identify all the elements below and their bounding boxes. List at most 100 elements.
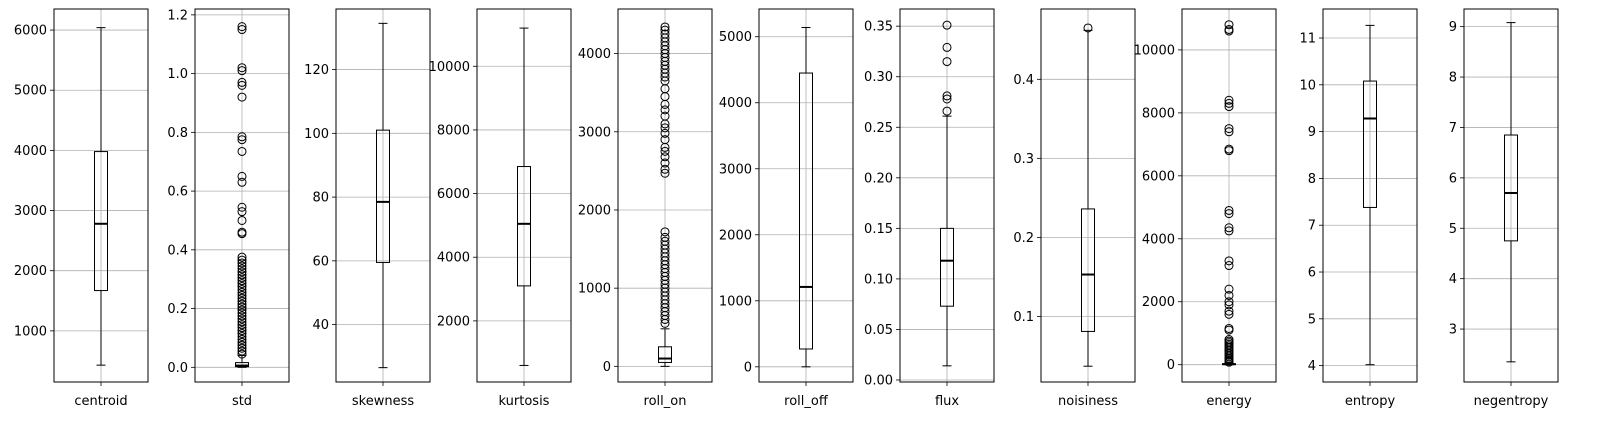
outlier-point (237, 255, 247, 265)
outlier-point (237, 346, 247, 356)
outlier-point (237, 337, 247, 347)
outlier-point (237, 326, 247, 336)
y-tick-label: 2000 (14, 264, 47, 279)
outlier-point (1224, 124, 1234, 134)
y-tick-label: 9 (1308, 125, 1316, 140)
y-tick-label: 5 (1308, 312, 1316, 327)
iqr-box (658, 346, 672, 363)
y-tick-label: 3000 (578, 125, 611, 140)
outlier-point (1224, 127, 1234, 137)
outlier-point (237, 258, 247, 268)
y-tick-label: 8000 (1142, 106, 1175, 121)
panel-energy: 0 2000 4000 6000 8000 10000 energy (1134, 8, 1277, 409)
outlier-point (237, 25, 247, 35)
y-tick-label: 8 (1449, 71, 1457, 86)
outlier-point (237, 317, 247, 327)
x-tick-label: flux (935, 394, 959, 409)
y-tick-label: 1000 (719, 294, 752, 309)
outlier-point (237, 302, 247, 312)
outlier-point (237, 261, 247, 271)
y-tick-label: 6000 (437, 187, 470, 202)
outlier-point (1224, 309, 1234, 319)
outlier-point (1224, 98, 1234, 108)
y-tick-label: 0.2 (167, 302, 188, 317)
outlier-point (660, 158, 670, 168)
outlier-point (237, 132, 247, 142)
y-tick-label: 4000 (1142, 232, 1175, 247)
y-tick-label: 0.35 (864, 20, 893, 35)
y-tick-label: 10000 (429, 60, 470, 75)
x-tick-label: kurtosis (499, 394, 550, 409)
outlier-point (237, 276, 247, 286)
outlier-point (660, 236, 670, 246)
y-tick-label: 0.1 (1013, 310, 1034, 325)
outlier-point (237, 299, 247, 309)
y-tick-label: 6 (1308, 266, 1316, 281)
iqr-box (94, 151, 108, 292)
x-tick-label: centroid (74, 394, 127, 409)
outlier-point (942, 57, 952, 67)
outlier-point (660, 25, 670, 35)
y-tick-label: 11 (1299, 32, 1316, 47)
outlier-point (942, 20, 952, 30)
panel-negentropy: 3 4 5 6 7 8 9 negentropy (1449, 8, 1559, 409)
y-tick-label: 100 (304, 127, 329, 142)
panel-noisiness: 0.1 0.2 0.3 0.4 noisiness (1013, 8, 1136, 409)
outlier-point (237, 202, 247, 212)
outlier-point (237, 340, 247, 350)
y-tick-label: 8000 (437, 123, 470, 138)
y-tick-label: 6 (1449, 171, 1457, 186)
y-tick-label: 2000 (437, 314, 470, 329)
outlier-point (237, 308, 247, 318)
x-tick-label: roll_on (644, 394, 687, 409)
outlier-point (1224, 95, 1234, 105)
outlier-point (237, 177, 247, 187)
outlier-point (237, 287, 247, 297)
panel-roll_on: 0 1000 2000 3000 4000 roll_on (578, 8, 713, 409)
y-tick-label: 0.25 (864, 121, 893, 136)
y-tick-label: 7 (1308, 219, 1316, 234)
y-tick-label: 0.3 (1013, 152, 1034, 167)
y-tick-label: 4000 (437, 251, 470, 266)
y-tick-label: 0.20 (864, 171, 893, 186)
iqr-box (1504, 134, 1518, 242)
x-tick-label: roll_off (784, 394, 829, 409)
outlier-point (1224, 209, 1234, 219)
outlier-point (942, 42, 952, 52)
panel-roll_off: 0 1000 2000 3000 4000 5000 roll_off (719, 8, 854, 409)
y-tick-label: 0.10 (864, 272, 893, 287)
outlier-point (237, 331, 247, 341)
y-tick-label: 40 (312, 318, 329, 333)
y-tick-label: 4000 (14, 144, 47, 159)
outlier-point (1224, 24, 1234, 34)
outlier-point (660, 105, 670, 115)
y-tick-label: 9 (1449, 20, 1457, 35)
y-tick-label: 3 (1449, 323, 1457, 338)
outlier-point (1224, 256, 1234, 266)
outlier-point (237, 207, 247, 217)
y-tick-label: 60 (312, 254, 329, 269)
outlier-point (237, 22, 247, 32)
y-tick-label: 7 (1449, 121, 1457, 136)
y-tick-label: 0.00 (864, 373, 893, 388)
panel-flux: 0.00 0.05 0.10 0.15 0.20 0.25 0.30 0.35 flux (864, 8, 995, 409)
outlier-point (660, 227, 670, 237)
outlier-point (237, 305, 247, 315)
y-tick-label: 5000 (14, 84, 47, 99)
outlier-point (660, 123, 670, 133)
x-tick-label: negentropy (1474, 394, 1549, 409)
y-tick-label: 1000 (578, 282, 611, 297)
y-tick-label: 10 (1299, 78, 1316, 93)
y-tick-label: 3000 (719, 162, 752, 177)
y-tick-label: 5 (1449, 222, 1457, 237)
outlier-point (1224, 205, 1234, 215)
outlier-point (237, 171, 247, 181)
y-tick-label: 0.05 (864, 323, 893, 338)
outlier-point (237, 279, 247, 289)
panel-centroid: 1000 2000 3000 4000 5000 6000 centroid (14, 8, 149, 409)
y-tick-label: 0.30 (864, 70, 893, 85)
outlier-point (1224, 335, 1234, 345)
y-tick-label: 2000 (578, 203, 611, 218)
outlier-point (237, 349, 247, 359)
outlier-point (1224, 284, 1234, 294)
